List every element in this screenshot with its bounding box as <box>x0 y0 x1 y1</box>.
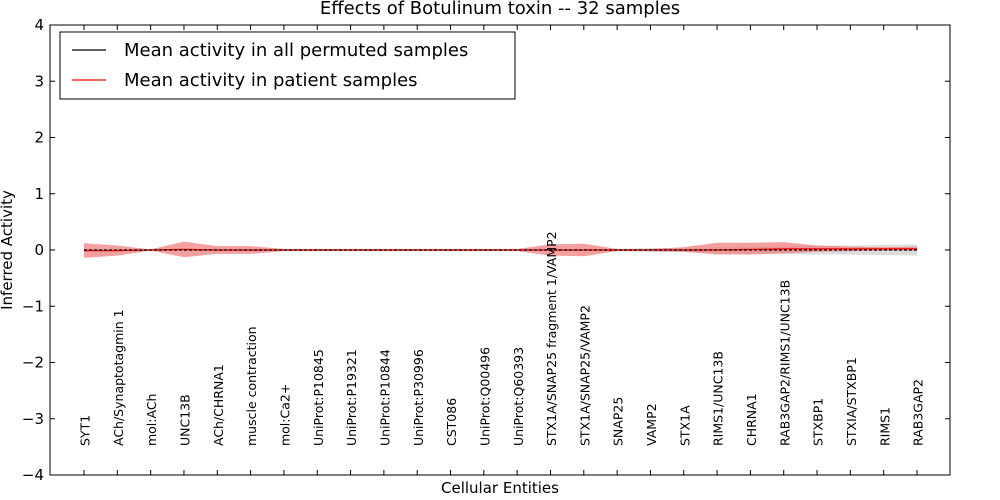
x-tick-label: RIMS1/UNC13B <box>711 351 726 446</box>
x-tick-label: mol:Ca2+ <box>278 384 293 446</box>
y-tick-label: 2 <box>34 129 44 147</box>
x-tick-label: RIMS1 <box>877 407 892 446</box>
x-tick-label: SYT1 <box>78 415 93 446</box>
x-tick-label: CHRNA1 <box>744 393 759 446</box>
x-tick-label: VAMP2 <box>644 403 659 446</box>
x-tick-label: CST086 <box>444 398 459 446</box>
y-tick-label: 4 <box>34 16 44 34</box>
x-tick-label: UniProt:Q60393 <box>511 347 526 446</box>
x-tick-label: UniProt:P10844 <box>377 349 392 446</box>
x-tick-label: STX1A/SNAP25/VAMP2 <box>577 305 592 446</box>
x-tick-label: UNC13B <box>178 394 193 446</box>
legend: Mean activity in all permuted samples Mea… <box>59 31 516 100</box>
x-tick-label: STX1A <box>677 405 692 446</box>
y-tick-label: −4 <box>22 466 44 484</box>
legend-label-0: Mean activity in all permuted samples <box>124 40 468 61</box>
x-tick-label: UniProt:Q00496 <box>477 347 492 446</box>
y-tick-label: −2 <box>22 354 44 372</box>
x-tick-label: muscle contraction <box>244 326 259 446</box>
x-axis: SYT1 ACh/Synaptotagmin 1 mol:ACh UNC13B ACh/… <box>78 25 926 475</box>
x-tick-label: SNAP25 <box>611 397 626 446</box>
y-tick-label: 0 <box>34 241 44 259</box>
legend-label-1: Mean activity in patient samples <box>124 70 418 91</box>
x-tick-label: STX1A/SNAP25 fragment 1/VAMP2 <box>544 231 559 446</box>
x-tick-label: RAB3GAP2/RIMS1/UNC13B <box>777 280 792 446</box>
y-tick-label: 3 <box>34 72 44 90</box>
x-tick-label: UniProt:P30996 <box>411 349 426 446</box>
x-tick-label: UniProt:P10845 <box>311 349 326 446</box>
x-tick-label: ACh/Synaptotagmin 1 <box>111 309 126 446</box>
y-tick-label: −1 <box>22 297 44 315</box>
x-tick-label: RAB3GAP2 <box>911 379 926 446</box>
series-lines <box>84 248 917 252</box>
x-axis-label: Cellular Entities <box>441 479 559 497</box>
x-tick-label: ACh/CHRNA1 <box>211 364 226 446</box>
legend-box <box>59 31 516 100</box>
y-axis: −4 −3 −2 −1 0 1 2 3 4 <box>22 16 950 484</box>
y-tick-label: 1 <box>34 185 44 203</box>
y-axis-label: Inferred Activity <box>0 190 16 310</box>
x-tick-label: mol:ACh <box>144 394 159 447</box>
y-tick-label: −3 <box>22 410 44 428</box>
chart-title: Effects of Botulinum toxin -- 32 samples <box>320 0 680 19</box>
x-tick-label: STXIA/STXBP1 <box>844 357 859 446</box>
x-tick-label: STXBP1 <box>811 398 826 446</box>
x-tick-label: UniProt:P19321 <box>344 349 359 446</box>
